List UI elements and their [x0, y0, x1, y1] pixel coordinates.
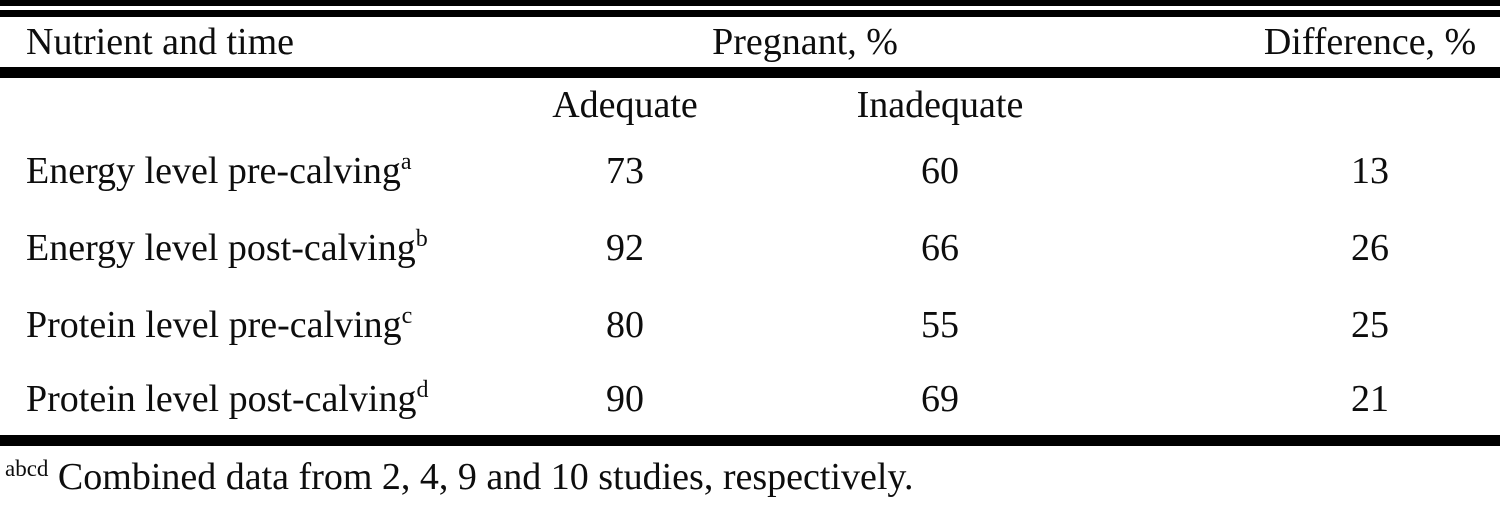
- subheader-row: Adequate Inadequate: [0, 72, 1500, 132]
- value-difference: 25: [1351, 303, 1390, 346]
- value-adequate: 92: [606, 226, 644, 269]
- subheader-empty: [0, 72, 490, 132]
- table-footnote: abcd Combined data from 2, 4, 9 and 10 s…: [0, 446, 1500, 501]
- row-label: Energy level pre-calvinga: [0, 132, 490, 209]
- row-label-text: Protein level pre-calving: [26, 303, 402, 346]
- table-row-energy-pre: Energy level pre-calvinga 73 60 13: [0, 132, 1500, 209]
- value-inadequate: 60: [921, 149, 959, 192]
- row-label: Protein level post-calvingd: [0, 363, 490, 446]
- value-inadequate: 66: [921, 226, 959, 269]
- top-double-rule: [0, 0, 1500, 17]
- subheader-empty-diff: [1120, 72, 1500, 132]
- row-label-text: Protein level post-calving: [26, 377, 417, 420]
- footnote-marker: d: [416, 376, 429, 403]
- subheader-adequate: Adequate: [552, 83, 698, 126]
- value-difference: 13: [1351, 149, 1390, 192]
- table-row-protein-pre: Protein level pre-calvingc 80 55 25: [0, 286, 1500, 363]
- header-difference: Difference, %: [1120, 17, 1500, 78]
- table-row-protein-post: Protein level post-calvingd 90 69 21: [0, 363, 1500, 446]
- row-label: Energy level post-calvingb: [0, 209, 490, 286]
- footnote-marker: a: [400, 148, 412, 175]
- footnote-markers-abcd: abcd: [5, 455, 49, 481]
- value-inadequate: 55: [921, 303, 959, 346]
- value-difference: 21: [1120, 363, 1500, 446]
- header-pregnant-group: Pregnant, %: [490, 17, 1121, 78]
- row-label-text: Energy level post-calving: [26, 226, 416, 269]
- value-difference: 26: [1351, 226, 1390, 269]
- row-label-text: Energy level pre-calving: [26, 149, 401, 192]
- footnote-marker: b: [415, 225, 428, 252]
- value-adequate: 73: [606, 149, 644, 192]
- value-inadequate: 69: [760, 363, 1121, 446]
- value-adequate: 90: [490, 363, 760, 446]
- header-row: Nutrient and time Pregnant, % Difference…: [0, 17, 1500, 78]
- row-label: Protein level pre-calvingc: [0, 286, 490, 363]
- footnote-text: Combined data from 2, 4, 9 and 10 studie…: [48, 455, 914, 498]
- footnote-marker: c: [401, 302, 413, 329]
- value-adequate: 80: [606, 303, 644, 346]
- table-row-energy-post: Energy level post-calvingb 92 66 26: [0, 209, 1500, 286]
- nutrient-pregnancy-table: Nutrient and time Pregnant, % Difference…: [0, 17, 1500, 446]
- header-nutrient-and-time: Nutrient and time: [0, 17, 490, 78]
- subheader-inadequate: Inadequate: [856, 83, 1024, 126]
